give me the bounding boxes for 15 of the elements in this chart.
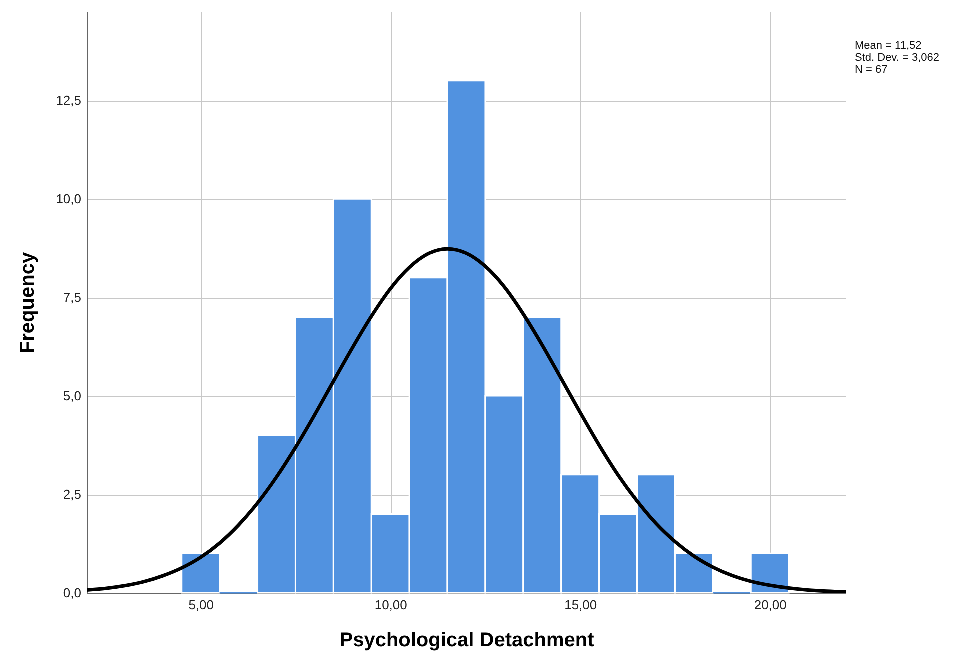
y-tick-label: 5,0: [63, 388, 82, 404]
y-axis-title: Frequency: [17, 252, 40, 354]
x-tick-label: 5,00: [188, 598, 214, 612]
y-tick-label: 10,0: [56, 192, 82, 207]
y-tick-label: 0,0: [63, 586, 82, 600]
text: N = 67: [855, 64, 888, 76]
x-tick-label: 20,00: [754, 598, 787, 612]
y-tick-label: 7,5: [63, 290, 82, 306]
y-tick-label: 2,5: [63, 487, 82, 502]
y-tick-label: 12,5: [56, 93, 82, 108]
x-tick-label: 10,00: [374, 598, 408, 612]
x-axis-title: Psychological Detachment: [340, 630, 595, 652]
text: Mean = 11,52: [855, 40, 922, 52]
text: Std. Dev. = 3,062: [855, 52, 940, 64]
x-tick-label: 15,00: [564, 598, 598, 612]
